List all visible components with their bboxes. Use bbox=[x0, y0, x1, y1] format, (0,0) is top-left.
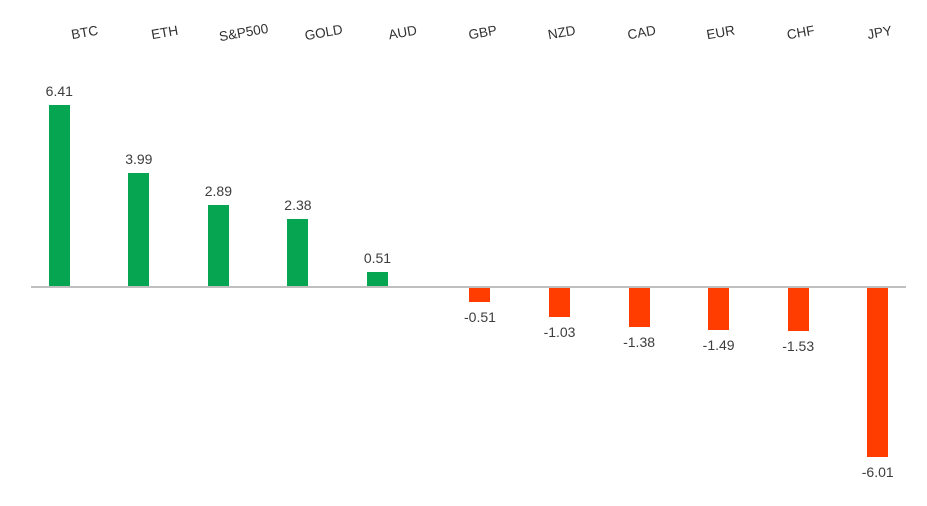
value-label: 6.41 bbox=[45, 83, 73, 100]
value-label: -1.03 bbox=[543, 324, 576, 341]
bar-gbp bbox=[469, 288, 491, 303]
category-column-eur: EUR -1.49 bbox=[667, 0, 747, 506]
plot-area: BTC 6.41 ETH 3.99 S&P500 2.89 GOLD 2.38 AUD 0.51 G… bbox=[31, 0, 906, 506]
category-column-cad: CAD -1.38 bbox=[588, 0, 668, 506]
value-label: -6.01 bbox=[861, 464, 894, 481]
value-label: -1.38 bbox=[623, 333, 656, 350]
bar-gold bbox=[287, 218, 309, 286]
value-label: 3.99 bbox=[125, 151, 153, 168]
category-column-aud: AUD 0.51 bbox=[349, 0, 429, 506]
x-axis-line bbox=[31, 286, 906, 288]
bar-nzd bbox=[549, 288, 571, 318]
category-column-eth: ETH 3.99 bbox=[111, 0, 191, 506]
value-label: 2.89 bbox=[204, 182, 232, 199]
value-label: -0.51 bbox=[464, 309, 496, 326]
bar-eur bbox=[708, 288, 730, 331]
value-label: -1.53 bbox=[782, 338, 815, 355]
category-column-gold: GOLD 2.38 bbox=[270, 0, 350, 506]
bar-btc bbox=[48, 105, 70, 286]
category-column-nzd: NZD -1.03 bbox=[508, 0, 588, 506]
bar-sp500 bbox=[207, 204, 229, 286]
value-label: 2.38 bbox=[284, 196, 312, 213]
category-column-jpy: JPY -6.01 bbox=[826, 0, 906, 506]
bar-chf bbox=[787, 288, 809, 332]
value-label: 0.51 bbox=[363, 249, 392, 266]
value-label: -1.49 bbox=[702, 337, 735, 354]
bar-cad bbox=[628, 288, 650, 327]
bar-aud bbox=[366, 271, 388, 286]
category-column-btc: BTC 6.41 bbox=[31, 0, 111, 506]
category-column-chf: CHF -1.53 bbox=[747, 0, 827, 506]
bar-jpy bbox=[867, 288, 889, 458]
bar-eth bbox=[128, 173, 150, 286]
category-column-sp500: S&P500 2.89 bbox=[190, 0, 270, 506]
category-column-gbp: GBP -0.51 bbox=[429, 0, 509, 506]
category-label: JPY bbox=[866, 22, 894, 43]
